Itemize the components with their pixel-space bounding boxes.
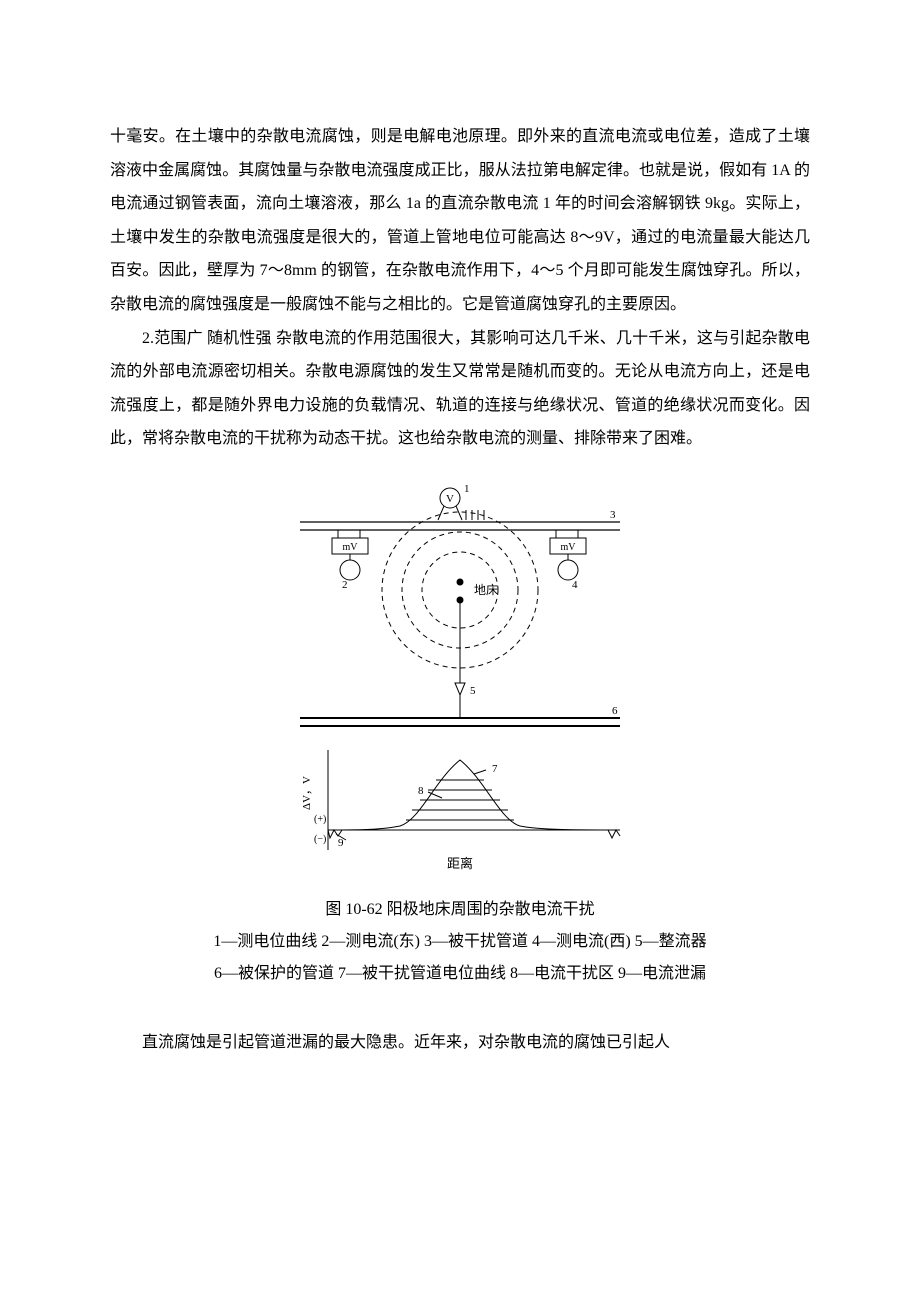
figure-legend-2: 6—被保护的管道 7—被干扰管道电位曲线 8—电流干扰区 9—电流泄漏 xyxy=(110,958,810,990)
label-yaxis: ΔV，V xyxy=(301,776,313,810)
label-6: 6 xyxy=(612,705,618,717)
label-V: V xyxy=(446,493,454,505)
label-mV-left: mV xyxy=(343,542,359,553)
svg-text:(−): (−) xyxy=(314,834,326,845)
label-7: 7 xyxy=(492,763,498,775)
label-4: 4 xyxy=(572,579,578,591)
paragraph-3: 直流腐蚀是引起管道泄漏的最大隐患。近年来，对杂散电流的腐蚀已引起人 xyxy=(110,1026,810,1060)
label-3: 3 xyxy=(610,509,616,521)
spacer xyxy=(110,998,810,1026)
label-bed: 地床 xyxy=(474,583,498,597)
figure-diagram: V 1 3 mV xyxy=(260,480,660,890)
paragraph-1: 十毫安。在土壤中的杂散电流腐蚀，则是电解电池原理。即外来的直流电流或电位差，造成… xyxy=(110,120,810,322)
figure-legend-1: 1—测电位曲线 2—测电流(东) 3—被干扰管道 4—测电流(西) 5—整流器 xyxy=(110,926,810,958)
paragraph-2: 2.范围广 随机性强 杂散电流的作用范围很大，其影响可达几千米、几十千米，这与引… xyxy=(110,322,810,456)
label-1: 1 xyxy=(464,483,470,495)
label-8: 8 xyxy=(418,785,424,797)
label-2: 2 xyxy=(342,579,348,591)
figure-10-62: V 1 3 mV xyxy=(110,480,810,990)
document-page: 十毫安。在土壤中的杂散电流腐蚀，则是电解电池原理。即外来的直流电流或电位差，造成… xyxy=(0,0,920,1302)
label-xaxis: 距离 xyxy=(447,856,473,871)
label-mV-right: mV xyxy=(561,542,577,553)
label-5: 5 xyxy=(470,685,476,697)
figure-caption: 图 10-62 阳极地床周围的杂散电流干扰 xyxy=(110,894,810,926)
svg-text:(+): (+) xyxy=(314,814,326,825)
